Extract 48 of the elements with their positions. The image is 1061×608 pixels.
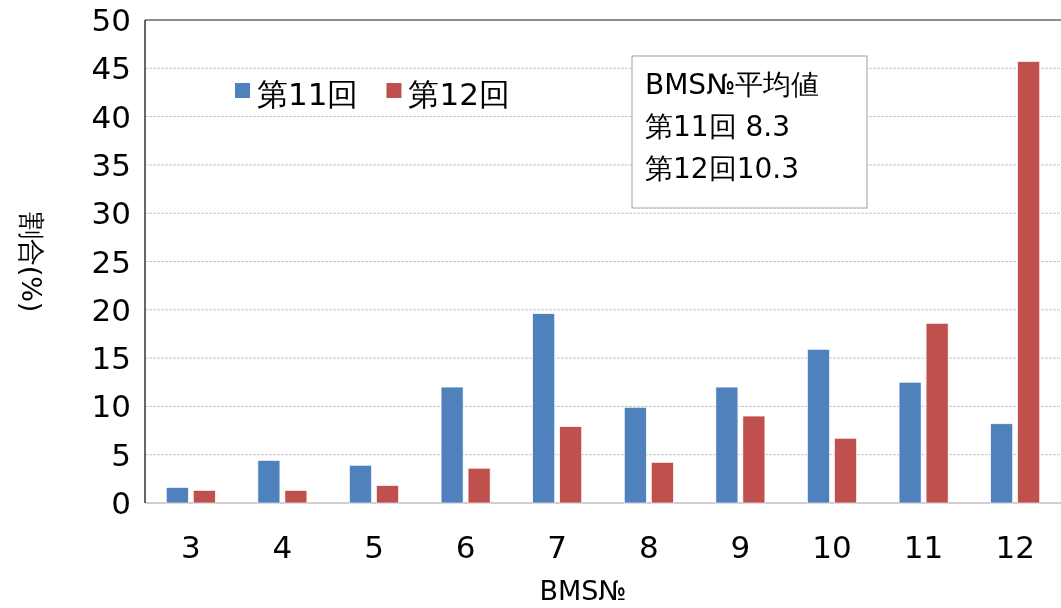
bar <box>193 490 216 504</box>
y-tick-label: 30 <box>91 195 131 232</box>
y-tick-label: 10 <box>91 388 131 425</box>
bar <box>742 415 766 504</box>
x-tick-label: 3 <box>180 529 201 565</box>
x-tick-label: 7 <box>547 529 568 565</box>
y-tick-label: 15 <box>91 340 131 377</box>
y-tick-label: 40 <box>91 98 131 135</box>
bar <box>715 386 739 504</box>
bar <box>990 423 1013 504</box>
x-tick-label: 4 <box>272 529 293 565</box>
y-tick-label: 45 <box>91 50 131 87</box>
bar <box>834 437 857 504</box>
x-axis-title: BMS№ <box>539 575 627 606</box>
x-tick-label: 11 <box>903 529 944 565</box>
bar <box>1017 61 1040 504</box>
bar <box>559 426 582 504</box>
x-tick-label: 10 <box>812 529 852 565</box>
x-tick-label: 6 <box>455 529 476 565</box>
bar <box>440 386 464 504</box>
bar <box>166 487 189 504</box>
y-tick-label: 50 <box>91 2 131 38</box>
y-axis-title: 割合(%) <box>16 211 47 313</box>
x-tick-label: 12 <box>995 529 1035 565</box>
bar <box>257 460 281 504</box>
bar <box>376 485 399 504</box>
bar <box>349 465 372 504</box>
annotation: 第12回10.3 <box>645 152 799 185</box>
y-tick-label: 25 <box>91 243 131 280</box>
bar <box>284 490 308 504</box>
x-tick-label: 9 <box>730 529 751 565</box>
x-tick-label: 8 <box>638 529 659 565</box>
x-tick-label: 5 <box>364 529 384 565</box>
y-tick-label: 0 <box>111 485 131 521</box>
bar <box>807 349 830 504</box>
bar <box>532 313 555 504</box>
bar <box>624 407 647 504</box>
bar <box>651 462 674 504</box>
y-tick-label: 35 <box>91 146 131 183</box>
bar <box>925 323 949 504</box>
annotation: 第11回 8.3 <box>645 110 791 143</box>
bar <box>467 467 491 504</box>
legend-label: 第11回 <box>257 76 359 112</box>
y-tick-label: 20 <box>91 291 131 328</box>
bar <box>898 381 922 504</box>
legend-label: 第12回 <box>408 76 510 112</box>
annotation: BMS№平均値 <box>645 68 820 101</box>
y-tick-label: 5 <box>111 436 131 473</box>
